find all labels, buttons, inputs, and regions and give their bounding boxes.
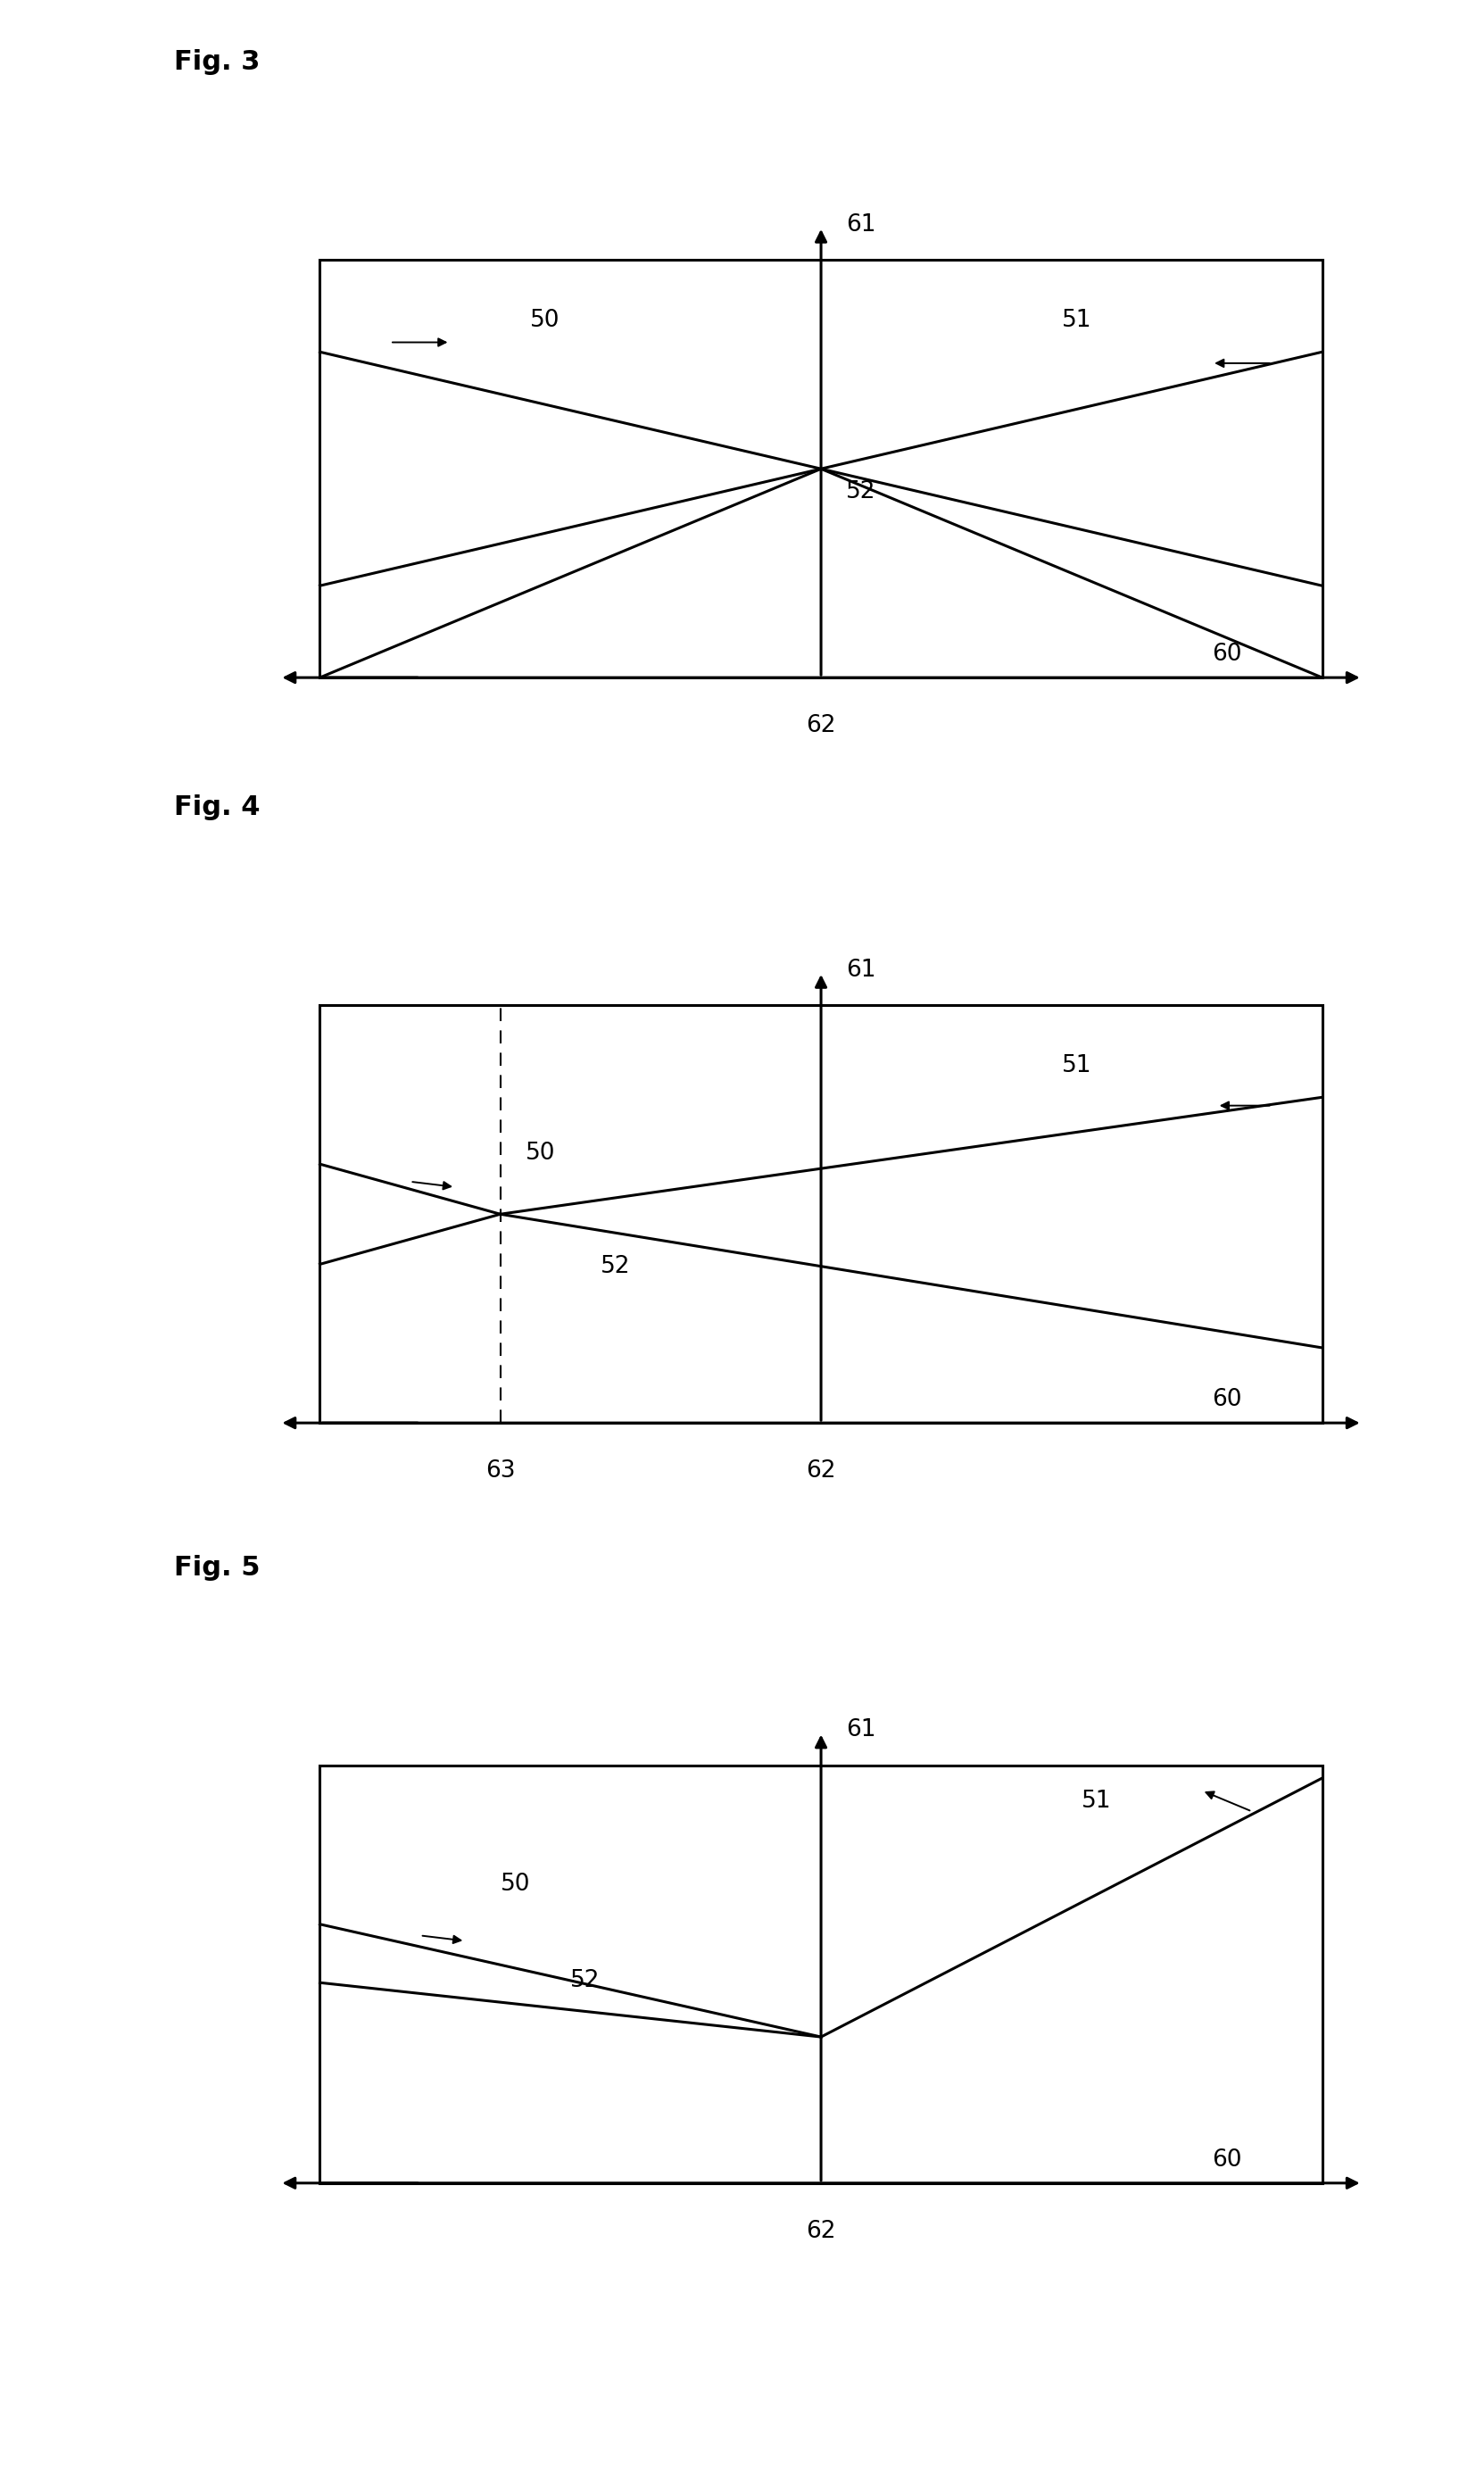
Bar [321, 1765, 1322, 2184]
Text: 62: 62 [806, 713, 835, 738]
Text: 63: 63 [485, 1459, 515, 1483]
Text: 51: 51 [1082, 1789, 1112, 1812]
Text: 61: 61 [846, 1718, 876, 1742]
Text: 51: 51 [1061, 1054, 1091, 1079]
Text: 50: 50 [500, 1873, 530, 1895]
Text: Fig. 4: Fig. 4 [174, 795, 260, 819]
Bar [321, 259, 1322, 679]
Text: 61: 61 [846, 958, 876, 982]
Text: 51: 51 [1061, 308, 1091, 333]
Text: 50: 50 [530, 308, 561, 333]
Text: 50: 50 [525, 1143, 555, 1165]
Text: Fig. 5: Fig. 5 [174, 1555, 260, 1582]
Text: 52: 52 [601, 1254, 631, 1278]
Text: 62: 62 [806, 1459, 835, 1483]
Text: Fig. 3: Fig. 3 [174, 49, 260, 77]
Bar [321, 1004, 1322, 1424]
Text: 60: 60 [1212, 2150, 1242, 2172]
Text: 60: 60 [1212, 644, 1242, 666]
Text: 60: 60 [1212, 1389, 1242, 1412]
Text: 61: 61 [846, 212, 876, 237]
Text: 52: 52 [570, 1969, 601, 1992]
Text: 52: 52 [846, 481, 876, 503]
Text: 62: 62 [806, 2219, 835, 2243]
